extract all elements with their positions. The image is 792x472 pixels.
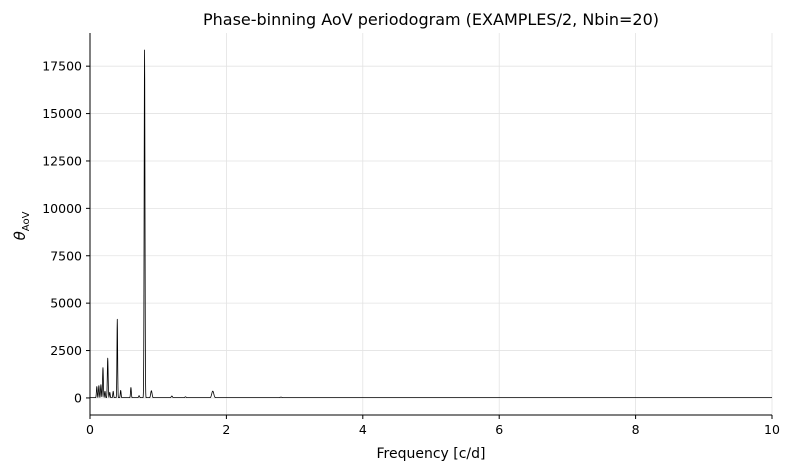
- x-tick-label: 8: [632, 422, 640, 437]
- y-tick-label: 15000: [42, 106, 82, 121]
- y-tick-label: 17500: [42, 59, 82, 74]
- y-tick-label: 12500: [42, 153, 82, 168]
- plot-area: [89, 49, 773, 399]
- x-tick-label: 10: [764, 422, 780, 437]
- y-tick-label: 5000: [50, 296, 82, 311]
- chart-title: Phase-binning AoV periodogram (EXAMPLES/…: [203, 10, 659, 29]
- y-tick-label: 0: [74, 390, 82, 405]
- y-axis-subscript: AoV: [21, 211, 32, 231]
- grid: [89, 33, 773, 415]
- periodogram-line: [89, 49, 773, 399]
- y-axis-title: θAoV: [11, 211, 32, 240]
- x-axis-title: Frequency [c/d]: [377, 446, 486, 462]
- y-tick-label: 2500: [50, 343, 82, 358]
- y-tick-label: 10000: [42, 201, 82, 216]
- x-tick-label: 2: [222, 422, 230, 437]
- x-tick-label: 6: [495, 422, 503, 437]
- y-axis-ticks: 0 2500 5000 7500 10000 12500 15000 17500: [42, 59, 90, 405]
- x-tick-label: 0: [86, 422, 94, 437]
- x-tick-label: 4: [359, 422, 367, 437]
- axes: [89, 33, 772, 416]
- y-tick-label: 7500: [50, 248, 82, 263]
- x-axis-ticks: 0 2 4 6 8 10: [86, 415, 780, 437]
- y-axis-symbol: θ: [11, 231, 29, 240]
